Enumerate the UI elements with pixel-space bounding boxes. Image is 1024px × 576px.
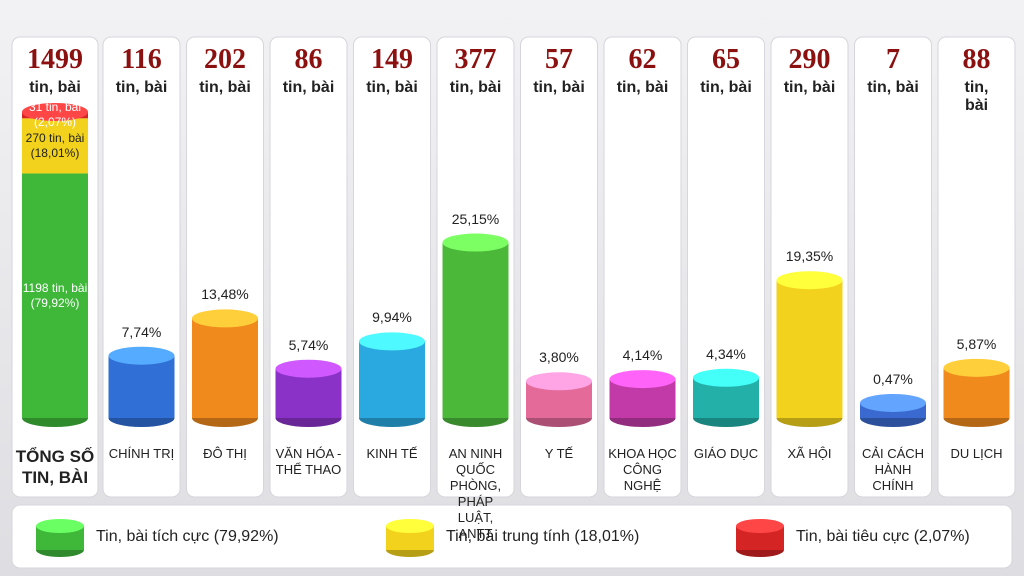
panel (687, 36, 765, 498)
value-label: 7,74% (121, 323, 162, 340)
count: 377 (454, 44, 497, 75)
legend-label: Tin, bài tiêu cực (2,07%) (796, 528, 970, 545)
category-label: KINH TẾ (366, 446, 418, 461)
value-label: 5,74% (288, 336, 329, 353)
category-label: CẢI CÁCH HÀNH CHÍNH (861, 446, 925, 493)
value-label: 3,80% (539, 349, 579, 366)
category-label: AN NINH QUỐC PHÒNG, PHÁP LUẬT, ANTT (448, 446, 503, 541)
cylinder-top (860, 393, 926, 412)
value-label: 13,48% (201, 286, 249, 303)
category-label: ĐÔ THỊ (203, 446, 247, 461)
segment-label: 1198 tin, bài (79,92%) (22, 280, 88, 310)
segment-label: 31 tin, bài (2,07%) (28, 100, 82, 130)
bar (776, 280, 843, 418)
panel (186, 36, 264, 498)
category-label: GIÁO DỤC (693, 446, 759, 461)
legend-label: Tin, bài tích cực (79,92%) (96, 528, 279, 545)
count: 88 (962, 44, 991, 75)
panel (854, 36, 932, 498)
category-label: Y TẾ (544, 446, 574, 461)
unit-label: tin, bài (29, 79, 81, 96)
unit-label: tin, bài (282, 79, 335, 96)
category-label: VĂN HÓA - THỂ THAO (275, 446, 342, 477)
count: 7 (886, 44, 900, 75)
panel (603, 36, 682, 498)
category-label: DU LỊCH (950, 446, 1003, 461)
count: 62 (628, 44, 657, 75)
panel (269, 36, 348, 498)
unit-label: tin, bài (366, 79, 418, 96)
category-label: KHOA HỌC CÔNG NGHỆ (608, 446, 677, 493)
unit-label: tin, bài (616, 79, 669, 96)
count: 149 (371, 44, 413, 75)
segment-label: 270 tin, bài (18,01%) (25, 130, 85, 160)
cylinder-top (442, 233, 509, 252)
cylinder-top (526, 372, 592, 391)
panel (770, 36, 849, 498)
unit-label: tin, bài (867, 79, 919, 96)
count: 65 (712, 44, 740, 75)
unit-label: tin, bài (199, 79, 251, 96)
value-label: 25,15% (451, 210, 500, 227)
unit-label: tin, bài (115, 79, 168, 96)
category-label: XÃ HỘI (787, 446, 832, 461)
bar (108, 355, 175, 418)
bar (192, 318, 258, 418)
legend-label: Tin, bài trung tính (18,01%) (446, 528, 640, 545)
panel (102, 36, 181, 498)
cylinder-top (359, 332, 425, 351)
value-label: 9,94% (372, 309, 412, 326)
bar (22, 118, 88, 174)
total-count: 1499 (27, 44, 83, 75)
panel (353, 36, 431, 498)
cylinder-top (108, 346, 175, 365)
value-label: 4,14% (622, 347, 663, 364)
unit-label: tin, bài (449, 79, 502, 96)
count: 116 (121, 44, 162, 75)
bar (442, 242, 509, 418)
value-label: 0,47% (873, 370, 913, 387)
count: 290 (788, 44, 831, 75)
unit-label: tin, bài (964, 79, 989, 114)
cylinder-top (776, 271, 843, 290)
legend-icon-top (386, 519, 434, 533)
unit-label: tin, bài (533, 79, 585, 96)
value-label: 4,34% (706, 345, 746, 362)
value-label: 19,35% (785, 248, 834, 265)
count: 86 (294, 44, 323, 75)
count: 57 (545, 44, 573, 75)
count: 202 (204, 44, 246, 75)
bar (359, 341, 425, 418)
category-label: CHÍNH TRỊ (108, 446, 175, 461)
cylinder-top (693, 368, 759, 387)
cylinder-top (192, 309, 258, 328)
value-label: 5,87% (956, 335, 997, 352)
panel (520, 36, 598, 498)
unit-label: tin, bài (783, 79, 836, 96)
legend-icon-top (36, 519, 84, 533)
total-label: TỔNG SỐ TIN, BÀI (15, 447, 95, 487)
bar (22, 173, 88, 418)
legend-icon-top (736, 519, 784, 533)
cylinder-top (609, 370, 676, 389)
cylinder-top (943, 358, 1010, 377)
cylinder-top (22, 103, 88, 121)
cylinder-top (275, 359, 342, 378)
unit-label: tin, bài (700, 79, 752, 96)
